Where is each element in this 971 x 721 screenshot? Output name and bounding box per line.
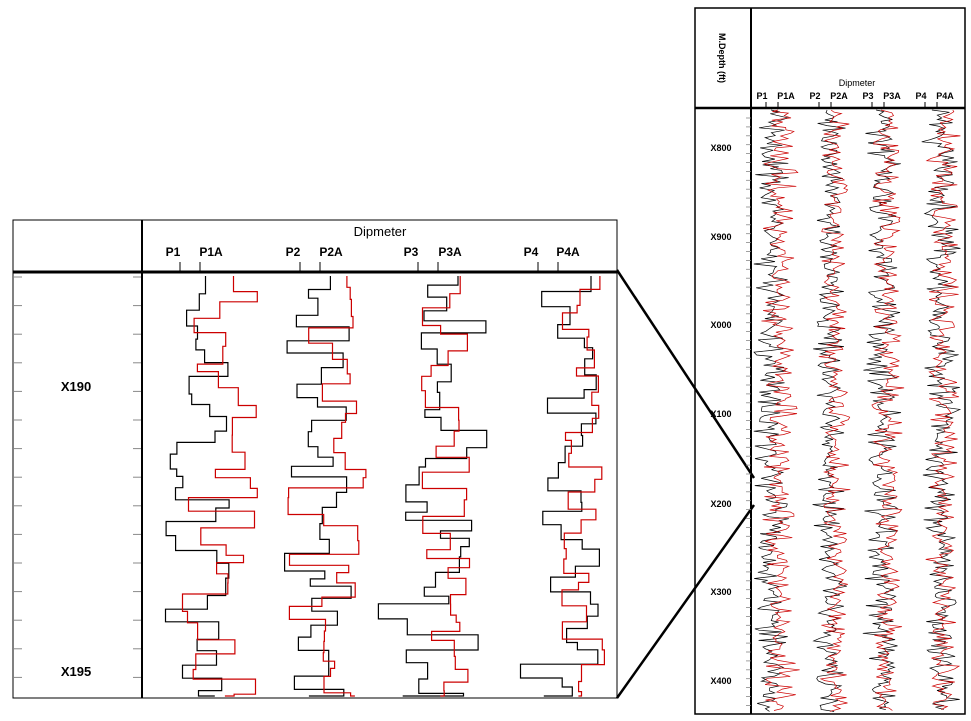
depth-header: M.Depth (ft)	[717, 33, 727, 83]
full-label-p3: P3	[862, 91, 873, 101]
full-curve-p4a	[925, 109, 961, 710]
full-curve-p4	[921, 109, 962, 710]
zoom-curve-p1a	[181, 276, 258, 697]
depth-label-x200: X200	[710, 499, 731, 509]
depth-label-x100: X100	[710, 409, 731, 419]
zoom-label-p2a: P2A	[319, 245, 343, 259]
depth-label-x800: X800	[710, 143, 731, 153]
full-label-p4: P4	[915, 91, 926, 101]
zoom-label-p1: P1	[166, 245, 181, 259]
zoom-depth-ticks	[14, 276, 141, 678]
full-log-curve-labels: P1 P1A P2 P2A P3 P3A P4 P4A	[756, 91, 954, 101]
full-label-p2: P2	[809, 91, 820, 101]
zoom-panel-frame	[12, 219, 618, 699]
zoom-label-p4a: P4A	[556, 245, 580, 259]
full-label-p4a: P4A	[936, 91, 954, 101]
full-curve-p2	[812, 109, 847, 712]
depth-label-x000: X000	[710, 320, 731, 330]
zoom-track-title: Dipmeter	[354, 224, 407, 239]
full-curve-p1a	[761, 109, 800, 711]
zoom-label-ticks	[179, 262, 559, 272]
full-label-p2a: P2A	[830, 91, 848, 101]
full-log-panel: M.Depth (ft) Dipmeter P1 P1A P2 P2A P3 P…	[694, 7, 966, 715]
zoom-curve-p4a	[561, 276, 605, 697]
full-log-frame	[694, 7, 966, 715]
zoom-label-p3: P3	[404, 245, 419, 259]
full-log-curves	[753, 109, 962, 712]
depth-label-x300: X300	[710, 587, 731, 597]
zoom-curve-labels: P1 P1A P2 P2A P3 P3A P4 P4A	[166, 245, 580, 259]
full-curve-p3	[862, 109, 902, 711]
full-log-track-title: Dipmeter	[839, 78, 876, 88]
full-curve-p1	[753, 109, 790, 712]
zoom-label-p4: P4	[524, 245, 539, 259]
full-curve-p2a	[818, 109, 851, 712]
zoom-label-p3a: P3A	[438, 245, 462, 259]
full-label-p3a: P3A	[883, 91, 901, 101]
full-label-p1a: P1A	[777, 91, 795, 101]
connector-top	[615, 269, 756, 479]
zoom-panel: Dipmeter P1 P1A P2 P2A P3 P3A P4 P4A X19…	[12, 219, 618, 699]
zoom-curve-p2	[284, 276, 352, 697]
depth-label-x400: X400	[710, 676, 731, 686]
zoom-depth-label-x195: X195	[61, 664, 91, 679]
full-log-depth-ticks	[746, 117, 751, 706]
full-log-depth-labels: X800 X900 X000 X100 X200 X300 X400	[710, 143, 731, 686]
zoom-connectors	[615, 269, 756, 699]
full-curve-p3a	[871, 109, 905, 711]
zoom-curve-p3a	[421, 276, 471, 697]
zoom-label-p2: P2	[286, 245, 301, 259]
connector-bottom	[615, 504, 756, 699]
zoom-curve-p2a	[287, 276, 367, 697]
full-label-p1: P1	[756, 91, 767, 101]
zoom-depth-label-x190: X190	[61, 379, 91, 394]
zoom-curve-p3	[377, 276, 488, 697]
zoom-curve-p4	[519, 276, 600, 697]
full-log-label-ticks	[765, 102, 938, 108]
zoom-curves	[164, 276, 605, 697]
depth-label-x900: X900	[710, 232, 731, 242]
zoom-label-p1a: P1A	[199, 245, 223, 259]
